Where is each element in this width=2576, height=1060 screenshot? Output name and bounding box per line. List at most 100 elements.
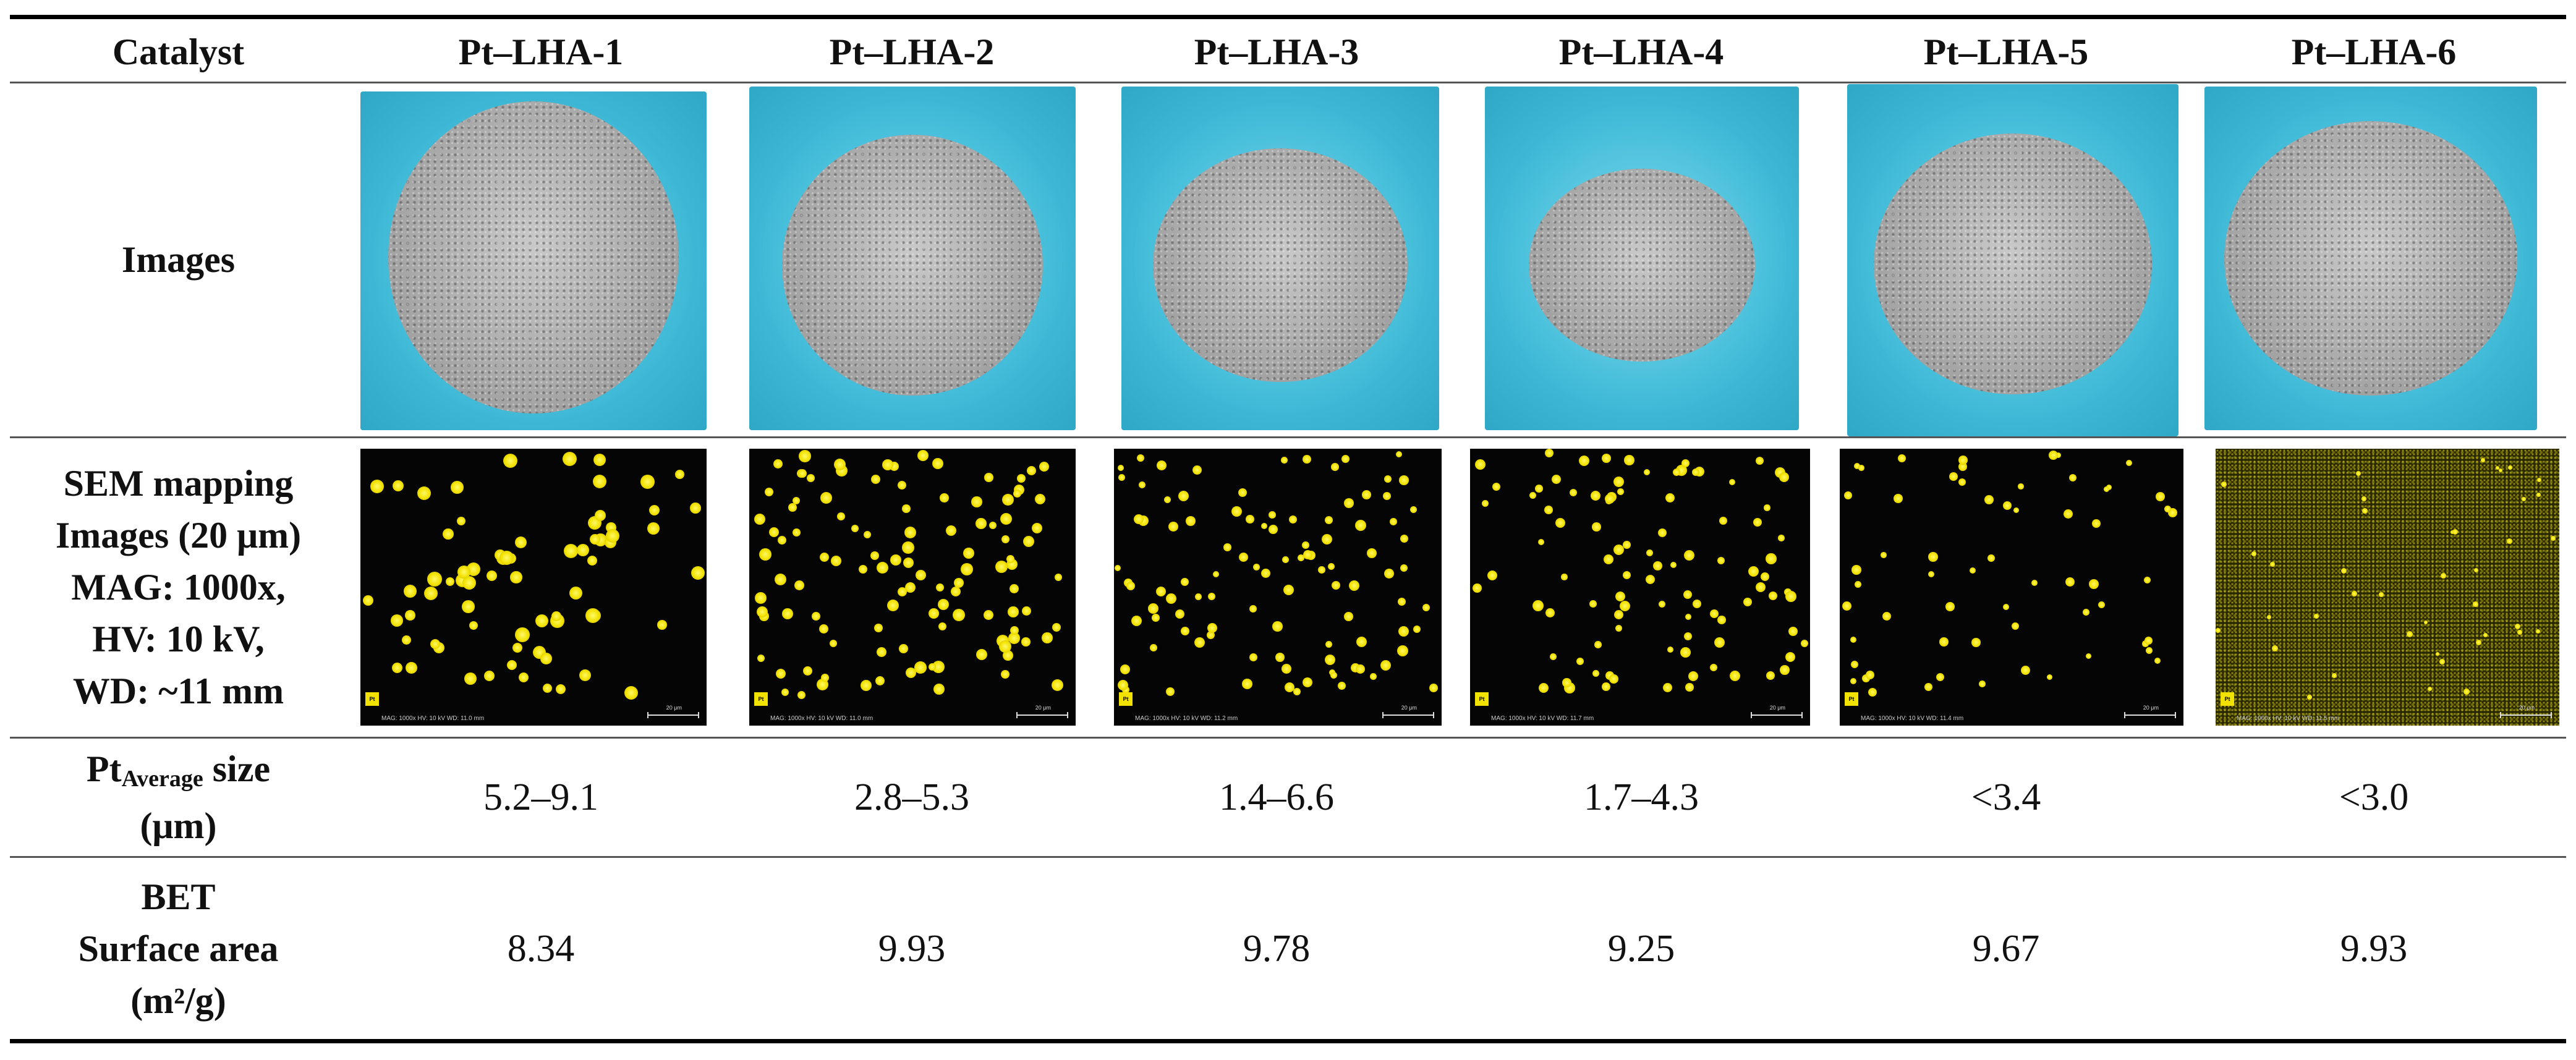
sem-particle xyxy=(1730,671,1741,682)
sem-particle xyxy=(976,649,988,661)
sem-particle xyxy=(769,527,779,537)
sem-particle xyxy=(782,608,794,620)
pt-size-value-4: 1.7–4.3 xyxy=(1584,776,1699,818)
sem-particle xyxy=(1589,600,1597,608)
sem-particle xyxy=(1785,652,1796,663)
sem-label-line-2: Images (20 μm) xyxy=(55,515,302,556)
sem-particle xyxy=(1604,554,1614,565)
sem-particle xyxy=(1398,626,1409,637)
sem-particle xyxy=(1164,496,1171,504)
sem-particle xyxy=(1692,469,1700,477)
sem-particle xyxy=(462,576,477,590)
sem-particle xyxy=(590,534,601,545)
sem-particle xyxy=(564,544,579,559)
sem-particle xyxy=(1195,593,1202,601)
sem-particle xyxy=(2508,465,2513,470)
sem-particle xyxy=(1684,550,1695,561)
sem-map-3: Pt MAG: 1000x HV: 10 kV WD: 11.2 mm 20 μ… xyxy=(1114,449,1442,726)
sem-particle xyxy=(1894,494,1903,503)
sem-particle xyxy=(1157,460,1167,470)
sem-particle xyxy=(1851,661,1859,669)
sem-particle xyxy=(961,563,973,575)
sem-particle xyxy=(2428,687,2433,692)
sem-particle xyxy=(1928,552,1938,562)
sem-particle xyxy=(1055,574,1063,582)
sem-particle xyxy=(1617,488,1625,496)
sem-particle xyxy=(587,556,598,566)
row-label-sem: SEM mapping Images (20 μm) MAG: 1000x, H… xyxy=(10,443,347,732)
sem-particle xyxy=(1764,504,1770,511)
sem-particle xyxy=(2362,508,2368,514)
header-catalyst-3: Pt–LHA-3 xyxy=(1194,31,1359,72)
catalyst-photo-3 xyxy=(1121,87,1439,430)
sem-particle xyxy=(1644,469,1651,476)
sem-particle xyxy=(940,493,949,502)
sem-particle xyxy=(1344,498,1354,508)
sem-particle xyxy=(1010,584,1019,594)
sem-label-line-3: MAG: 1000x, xyxy=(71,567,286,608)
sem-info-text: MAG: 1000x HV: 10 kV WD: 11.4 mm xyxy=(1861,715,1964,722)
sem-particle xyxy=(1003,650,1013,661)
sem-particle xyxy=(484,671,495,681)
bet-value-4: 9.25 xyxy=(1607,927,1675,970)
sem-particle xyxy=(1118,465,1124,471)
sem-element-tag: Pt xyxy=(365,692,379,706)
sem-particle xyxy=(624,686,639,700)
sem-particle xyxy=(1207,631,1215,640)
sem-particle xyxy=(2049,451,2058,460)
sem-particle xyxy=(507,660,517,671)
sem-particle xyxy=(1017,474,1026,483)
sem-particle xyxy=(1613,477,1625,488)
sem-particle xyxy=(870,551,880,561)
sem-particle xyxy=(1008,632,1020,644)
sem-particle xyxy=(1605,494,1615,504)
sem-particle xyxy=(556,684,566,695)
sem-particle xyxy=(1150,644,1157,651)
sem-particle xyxy=(1532,600,1544,611)
sem-info-text: MAG: 1000x HV: 10 kV WD: 11.0 mm xyxy=(381,715,485,722)
sem-particle xyxy=(540,653,552,664)
pt-size-value-2: 2.8–5.3 xyxy=(854,776,969,818)
sem-particle xyxy=(1866,671,1874,679)
sem-map-4: Pt MAG: 1000x HV: 10 kV WD: 11.7 mm 20 μ… xyxy=(1470,449,1810,726)
sem-particle xyxy=(647,522,660,535)
sem-map-6: Pt MAG: 1000x HV: 10 kV WD: 11.5 mm 20 μ… xyxy=(2216,449,2559,726)
sem-particle xyxy=(1261,569,1271,579)
sem-particle xyxy=(875,676,885,686)
sem-particle xyxy=(515,627,530,642)
sem-particle xyxy=(1958,456,1968,465)
sem-particle xyxy=(1152,614,1160,622)
sem-particle xyxy=(2436,652,2440,656)
sem-particle xyxy=(1052,623,1061,632)
bet-value-2: 9.93 xyxy=(878,927,946,970)
sem-particle xyxy=(999,640,1011,653)
sem-particle xyxy=(1602,682,1610,691)
images-label: Images xyxy=(121,239,236,280)
sem-particle xyxy=(2332,673,2337,678)
sem-particle xyxy=(1539,683,1549,693)
sem-map-1: Pt MAG: 1000x HV: 10 kV WD: 11.0 mm 20 μ… xyxy=(360,449,707,726)
sem-particle xyxy=(775,574,787,586)
sem-particle xyxy=(1289,515,1298,524)
sem-particle xyxy=(1717,557,1725,565)
sem-particle xyxy=(851,525,859,533)
sem-particle xyxy=(1001,670,1010,679)
sem-particle xyxy=(1544,506,1553,514)
sem-particle xyxy=(1719,517,1727,525)
sem-element-tag: Pt xyxy=(2221,692,2234,706)
sem-particle xyxy=(1850,637,1856,643)
sem-particle xyxy=(1594,641,1602,648)
sem-particle xyxy=(1175,609,1185,619)
pt-size-value-6: <3.0 xyxy=(2339,776,2409,818)
sem-element-tag: Pt xyxy=(754,692,768,706)
sem-particle xyxy=(864,531,872,539)
sem-particle xyxy=(2064,509,2073,519)
sem-particle xyxy=(1115,565,1121,572)
sem-particle xyxy=(503,454,518,469)
sem-particle xyxy=(1325,641,1332,648)
sem-particle xyxy=(1653,561,1662,570)
sem-particle xyxy=(2452,529,2458,535)
sem-particle xyxy=(871,475,880,484)
row-label-bet: BET Surface area (m²/g) xyxy=(10,860,347,1037)
sem-particle xyxy=(951,587,961,596)
